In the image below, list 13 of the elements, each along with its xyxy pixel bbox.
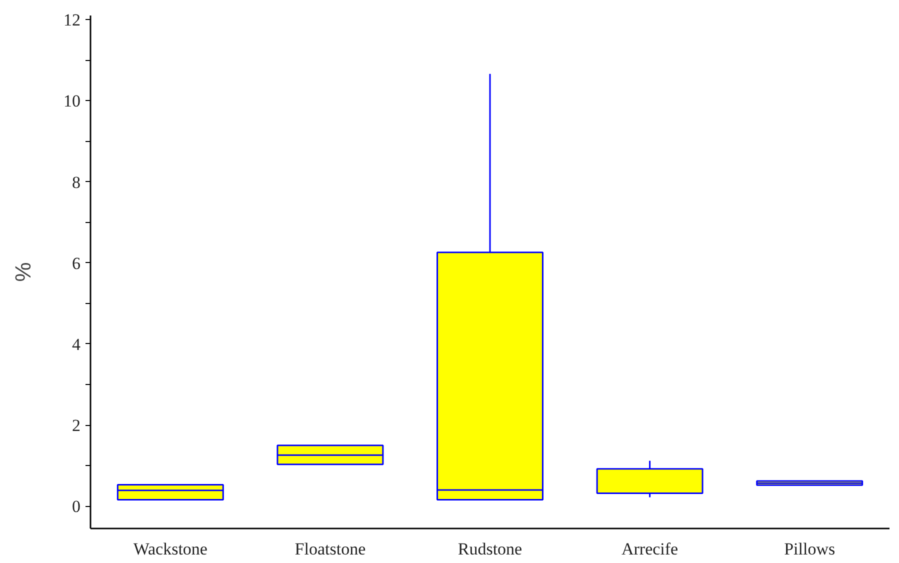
- y-axis-title: %: [10, 262, 36, 282]
- x-tick-label: Wackstone: [133, 540, 208, 558]
- y-tick-label: 12: [64, 10, 80, 30]
- y-tick-label: 6: [72, 254, 80, 273]
- y-tick-label: 0: [72, 497, 80, 516]
- x-tick-label: Floatstone: [294, 540, 366, 558]
- y-tick-label: 4: [72, 334, 81, 354]
- y-tick-label: 2: [72, 416, 80, 436]
- x-tick-label: Arrecife: [621, 540, 678, 558]
- x-tick-label: Pillows: [784, 540, 836, 558]
- x-tick-label: Rudstone: [458, 540, 522, 558]
- y-tick-label: 10: [64, 92, 80, 111]
- y-tick-label: 8: [72, 172, 80, 192]
